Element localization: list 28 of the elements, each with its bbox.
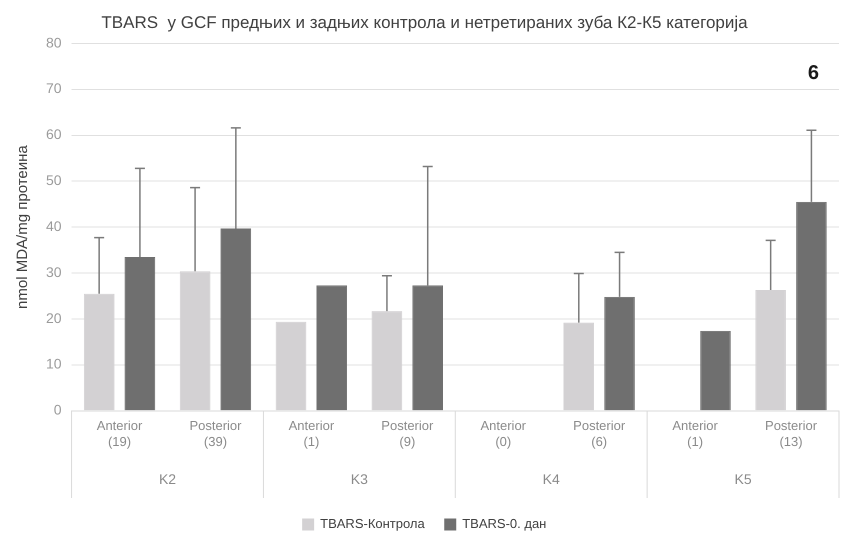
x-tick-label: Posterior (9) <box>381 418 434 449</box>
text: K3 <box>350 470 368 487</box>
y-tick-label: 20 <box>46 310 62 326</box>
text: K4 <box>542 470 560 487</box>
y-tick-label: 10 <box>46 356 62 372</box>
y-axis-title: nmol MDA/mg протеина <box>14 144 32 309</box>
x-tick-label: Anterior (1) <box>672 418 719 449</box>
y-tick-label: 40 <box>46 218 62 234</box>
y-tick-label: 70 <box>46 80 62 96</box>
text: K2 <box>158 470 176 487</box>
y-tick-label: 50 <box>46 172 62 188</box>
annotation: 6 <box>808 62 819 84</box>
x-tick-label: Posterior (6) <box>573 418 626 449</box>
x-tick-label: Posterior (13) <box>765 418 818 449</box>
legend-label: TBARS-Контрола <box>320 516 426 532</box>
text: K5 <box>734 470 752 487</box>
chart-title: TBARS у GCF предњих и задњих контрола и нетретираних зуба К2-К5 категорија <box>101 12 748 32</box>
bar <box>700 330 731 410</box>
x-tick-label: Anterior (0) <box>480 418 527 449</box>
x-tick-label: Anterior (19) <box>96 418 143 449</box>
y-tick-label: 60 <box>46 126 62 142</box>
legend-label: TBARS-0. дан <box>462 516 546 532</box>
y-tick-label: 80 <box>46 34 62 50</box>
bar <box>316 285 348 410</box>
x-tick-label: Posterior (39) <box>189 418 242 449</box>
x-tick-label: Anterior (1) <box>288 418 335 449</box>
y-tick-label: 0 <box>54 402 62 418</box>
y-tick-label: 30 <box>46 264 62 280</box>
